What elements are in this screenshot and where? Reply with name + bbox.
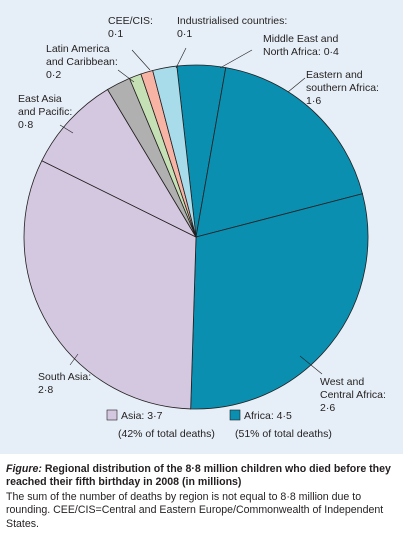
- pie-slice-4: [41, 88, 198, 238]
- slice-label-line: Eastern and: [306, 69, 363, 81]
- legend-note-africa: (51% of total deaths): [235, 428, 332, 440]
- slice-label-line: Industrialised countries:: [177, 15, 287, 27]
- pie-slices: [23, 64, 369, 410]
- slice-label-6: CEE/CIS: 0·1: [108, 15, 153, 40]
- legend-label-asia: Asia: 3·7: [121, 410, 163, 422]
- slice-label-4: East Asia and Pacific: 0·8: [18, 93, 72, 131]
- slice-label-line: southern Africa:: [306, 82, 379, 94]
- slice-label-line: North Africa: 0·4: [263, 46, 339, 58]
- slice-label-line: 2·6: [320, 402, 335, 414]
- slice-label-line: CEE/CIS:: [108, 15, 153, 27]
- slice-label-line: Central Africa:: [320, 389, 386, 401]
- slice-label-7: Industrialised countries: 0·1: [177, 15, 287, 40]
- caption-title-text: Regional distribution of the 8·8 million…: [6, 463, 391, 489]
- slice-label-line: and Caribbean:: [46, 56, 118, 68]
- slice-label-5: Latin America and Caribbean: 0·2: [46, 43, 118, 81]
- slice-label-3: South Asia: 2·8: [38, 371, 91, 396]
- slice-label-0: Middle East and North Africa: 0·4: [263, 33, 339, 58]
- pie-slice-2: [190, 193, 369, 410]
- legend-swatch-asia: [106, 409, 118, 421]
- leader-line-2: [299, 355, 323, 375]
- caption-title: Figure: Regional distribution of the 8·8…: [6, 463, 395, 490]
- leader-line-5: [117, 69, 135, 83]
- slice-label-line: 2·8: [38, 384, 53, 396]
- caption-note: The sum of the number of deaths by regio…: [6, 490, 384, 530]
- slice-label-line: 1·6: [306, 95, 321, 107]
- legend: Asia: 3·7 (42% of total deaths) Africa: …: [106, 409, 332, 440]
- slice-label-line: Latin America: [46, 43, 110, 55]
- slice-label-line: East Asia: [18, 93, 62, 105]
- leader-line-0: [219, 49, 253, 69]
- slice-label-line: 0·8: [18, 119, 33, 131]
- slice-labels: Middle East and North Africa: 0·4 Eastern …: [18, 15, 386, 414]
- figure-caption: Figure: Regional distribution of the 8·8…: [0, 454, 403, 548]
- slice-label-line: Middle East and: [263, 33, 338, 45]
- leader-line-7: [175, 47, 187, 69]
- slice-label-line: 0·1: [177, 28, 192, 40]
- legend-swatch-africa: [229, 409, 241, 421]
- leader-line-4: [59, 124, 74, 134]
- leader-line-6: [131, 49, 151, 71]
- leader-line-1: [287, 77, 306, 93]
- slice-label-1: Eastern and southern Africa: 1·6: [306, 69, 379, 107]
- pie-chart: Middle East and North Africa: 0·4 Eastern …: [18, 15, 386, 440]
- slice-label-line: and Pacific:: [18, 106, 72, 118]
- slice-label-2: West and Central Africa: 2·6: [320, 376, 386, 414]
- legend-note-asia: (42% of total deaths): [118, 428, 215, 440]
- slice-label-line: South Asia:: [38, 371, 91, 383]
- leader-line-3: [69, 353, 79, 366]
- legend-label-africa: Africa: 4·5: [244, 410, 292, 422]
- pie-slice-1: [195, 67, 363, 238]
- slice-label-line: 0·2: [46, 69, 61, 81]
- slice-label-line: West and: [320, 376, 364, 388]
- slice-label-line: 0·1: [108, 28, 123, 40]
- label-leader-lines: [59, 47, 323, 375]
- pie-slice-3: [23, 160, 197, 410]
- caption-figure-word: Figure:: [6, 463, 42, 475]
